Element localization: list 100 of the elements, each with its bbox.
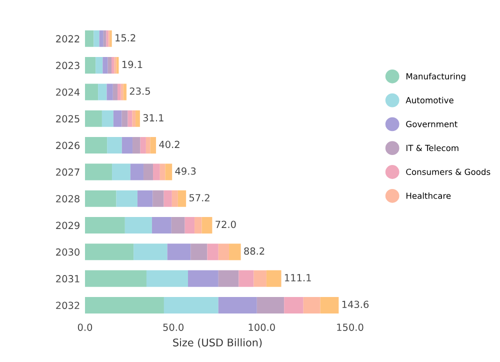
bar: [150, 137, 156, 154]
bar: [94, 30, 100, 47]
total-label: 31.1: [143, 114, 164, 122]
bar: [85, 137, 108, 154]
total-label: 49.3: [175, 167, 196, 175]
bar: [122, 137, 133, 154]
y-tick-label: 2024: [56, 88, 80, 96]
bar: [164, 296, 218, 314]
bar: [171, 217, 185, 234]
bar: [238, 270, 254, 287]
total-label: 23.5: [130, 87, 150, 95]
x-axis-title: Size (USD Billion): [173, 338, 262, 348]
bar: [190, 244, 208, 260]
legend-label: Manufacturing: [406, 72, 466, 82]
y-tick-label: 2026: [56, 142, 80, 150]
bar: [172, 190, 178, 207]
bar: [146, 270, 188, 287]
bar: [140, 137, 146, 154]
bar: [106, 84, 113, 100]
y-tick-label: 2022: [56, 35, 80, 42]
legend-label: Government: [406, 120, 458, 128]
bar: [167, 244, 191, 260]
bar: [256, 296, 284, 314]
bar: [218, 270, 239, 287]
total-label: 88.2: [244, 247, 264, 255]
bar: [85, 164, 112, 180]
bar: [85, 217, 125, 234]
bar: [284, 296, 304, 314]
bar: [124, 217, 152, 234]
bar: [85, 270, 146, 287]
bar: [143, 164, 154, 180]
bar: [128, 110, 132, 127]
bar: [218, 244, 229, 260]
bar: [102, 110, 114, 127]
bar: [85, 110, 102, 127]
bar: [152, 190, 164, 207]
y-tick-label: 2029: [56, 222, 80, 230]
y-tick-label: 2031: [56, 275, 80, 282]
bar: [254, 270, 266, 287]
y-tick-label: 2032: [56, 302, 80, 310]
bar: [130, 164, 144, 180]
bar: [112, 57, 114, 74]
bar: [188, 270, 218, 287]
bar: [146, 137, 150, 154]
total-label: 111.1: [284, 274, 311, 282]
bar: [116, 190, 138, 207]
bar: [202, 217, 212, 234]
bar: [136, 110, 140, 127]
total-label: 143.6: [342, 300, 369, 308]
total-label: 19.1: [122, 60, 142, 68]
bar: [85, 57, 96, 74]
bar: [132, 110, 136, 127]
total-label: 40.2: [159, 140, 180, 148]
bar: [85, 244, 134, 260]
bar: [113, 110, 122, 127]
bar: [184, 217, 195, 234]
bar: [120, 84, 124, 100]
bar: [112, 164, 130, 180]
bar: [134, 244, 168, 260]
total-label: 72.0: [216, 220, 236, 228]
bar: [160, 164, 166, 180]
bar: [99, 30, 104, 47]
bar: [266, 270, 282, 287]
bar: [207, 244, 218, 260]
y-tick-label: 2023: [56, 62, 80, 70]
bar: [85, 84, 98, 100]
y-tick-label: 2025: [56, 115, 80, 122]
bar: [107, 137, 122, 154]
bar: [123, 84, 127, 100]
bar: [85, 190, 116, 207]
bar: [108, 57, 112, 74]
bar: [137, 190, 153, 207]
bar: [132, 137, 140, 154]
bar: [165, 164, 172, 180]
x-tick-label: 150.0: [337, 324, 364, 331]
bar: [118, 84, 121, 100]
bar: [228, 244, 241, 260]
bar: [85, 30, 94, 47]
bar: [194, 217, 202, 234]
total-label: 15.2: [116, 34, 136, 42]
x-tick-label: 0.0: [78, 324, 92, 331]
bar: [102, 57, 108, 74]
bar: [303, 296, 320, 314]
bar: [320, 296, 339, 314]
bar: [98, 84, 107, 100]
bar: [122, 110, 128, 127]
legend-label: Automotive: [406, 96, 454, 104]
x-tick-label: 50.0: [163, 324, 184, 331]
bar: [85, 296, 164, 314]
x-tick-label: 100.0: [248, 324, 275, 331]
bar: [218, 296, 257, 314]
legend-label: Consumers & Goods: [406, 168, 490, 176]
bar: [96, 57, 103, 74]
bar: [178, 190, 186, 207]
bar: [112, 84, 118, 100]
legend-label: Healthcare: [406, 192, 451, 199]
bar: [153, 164, 160, 180]
y-tick-label: 2028: [56, 195, 80, 202]
y-tick-label: 2027: [56, 168, 80, 176]
legend-label: IT & Telecom: [406, 144, 458, 152]
